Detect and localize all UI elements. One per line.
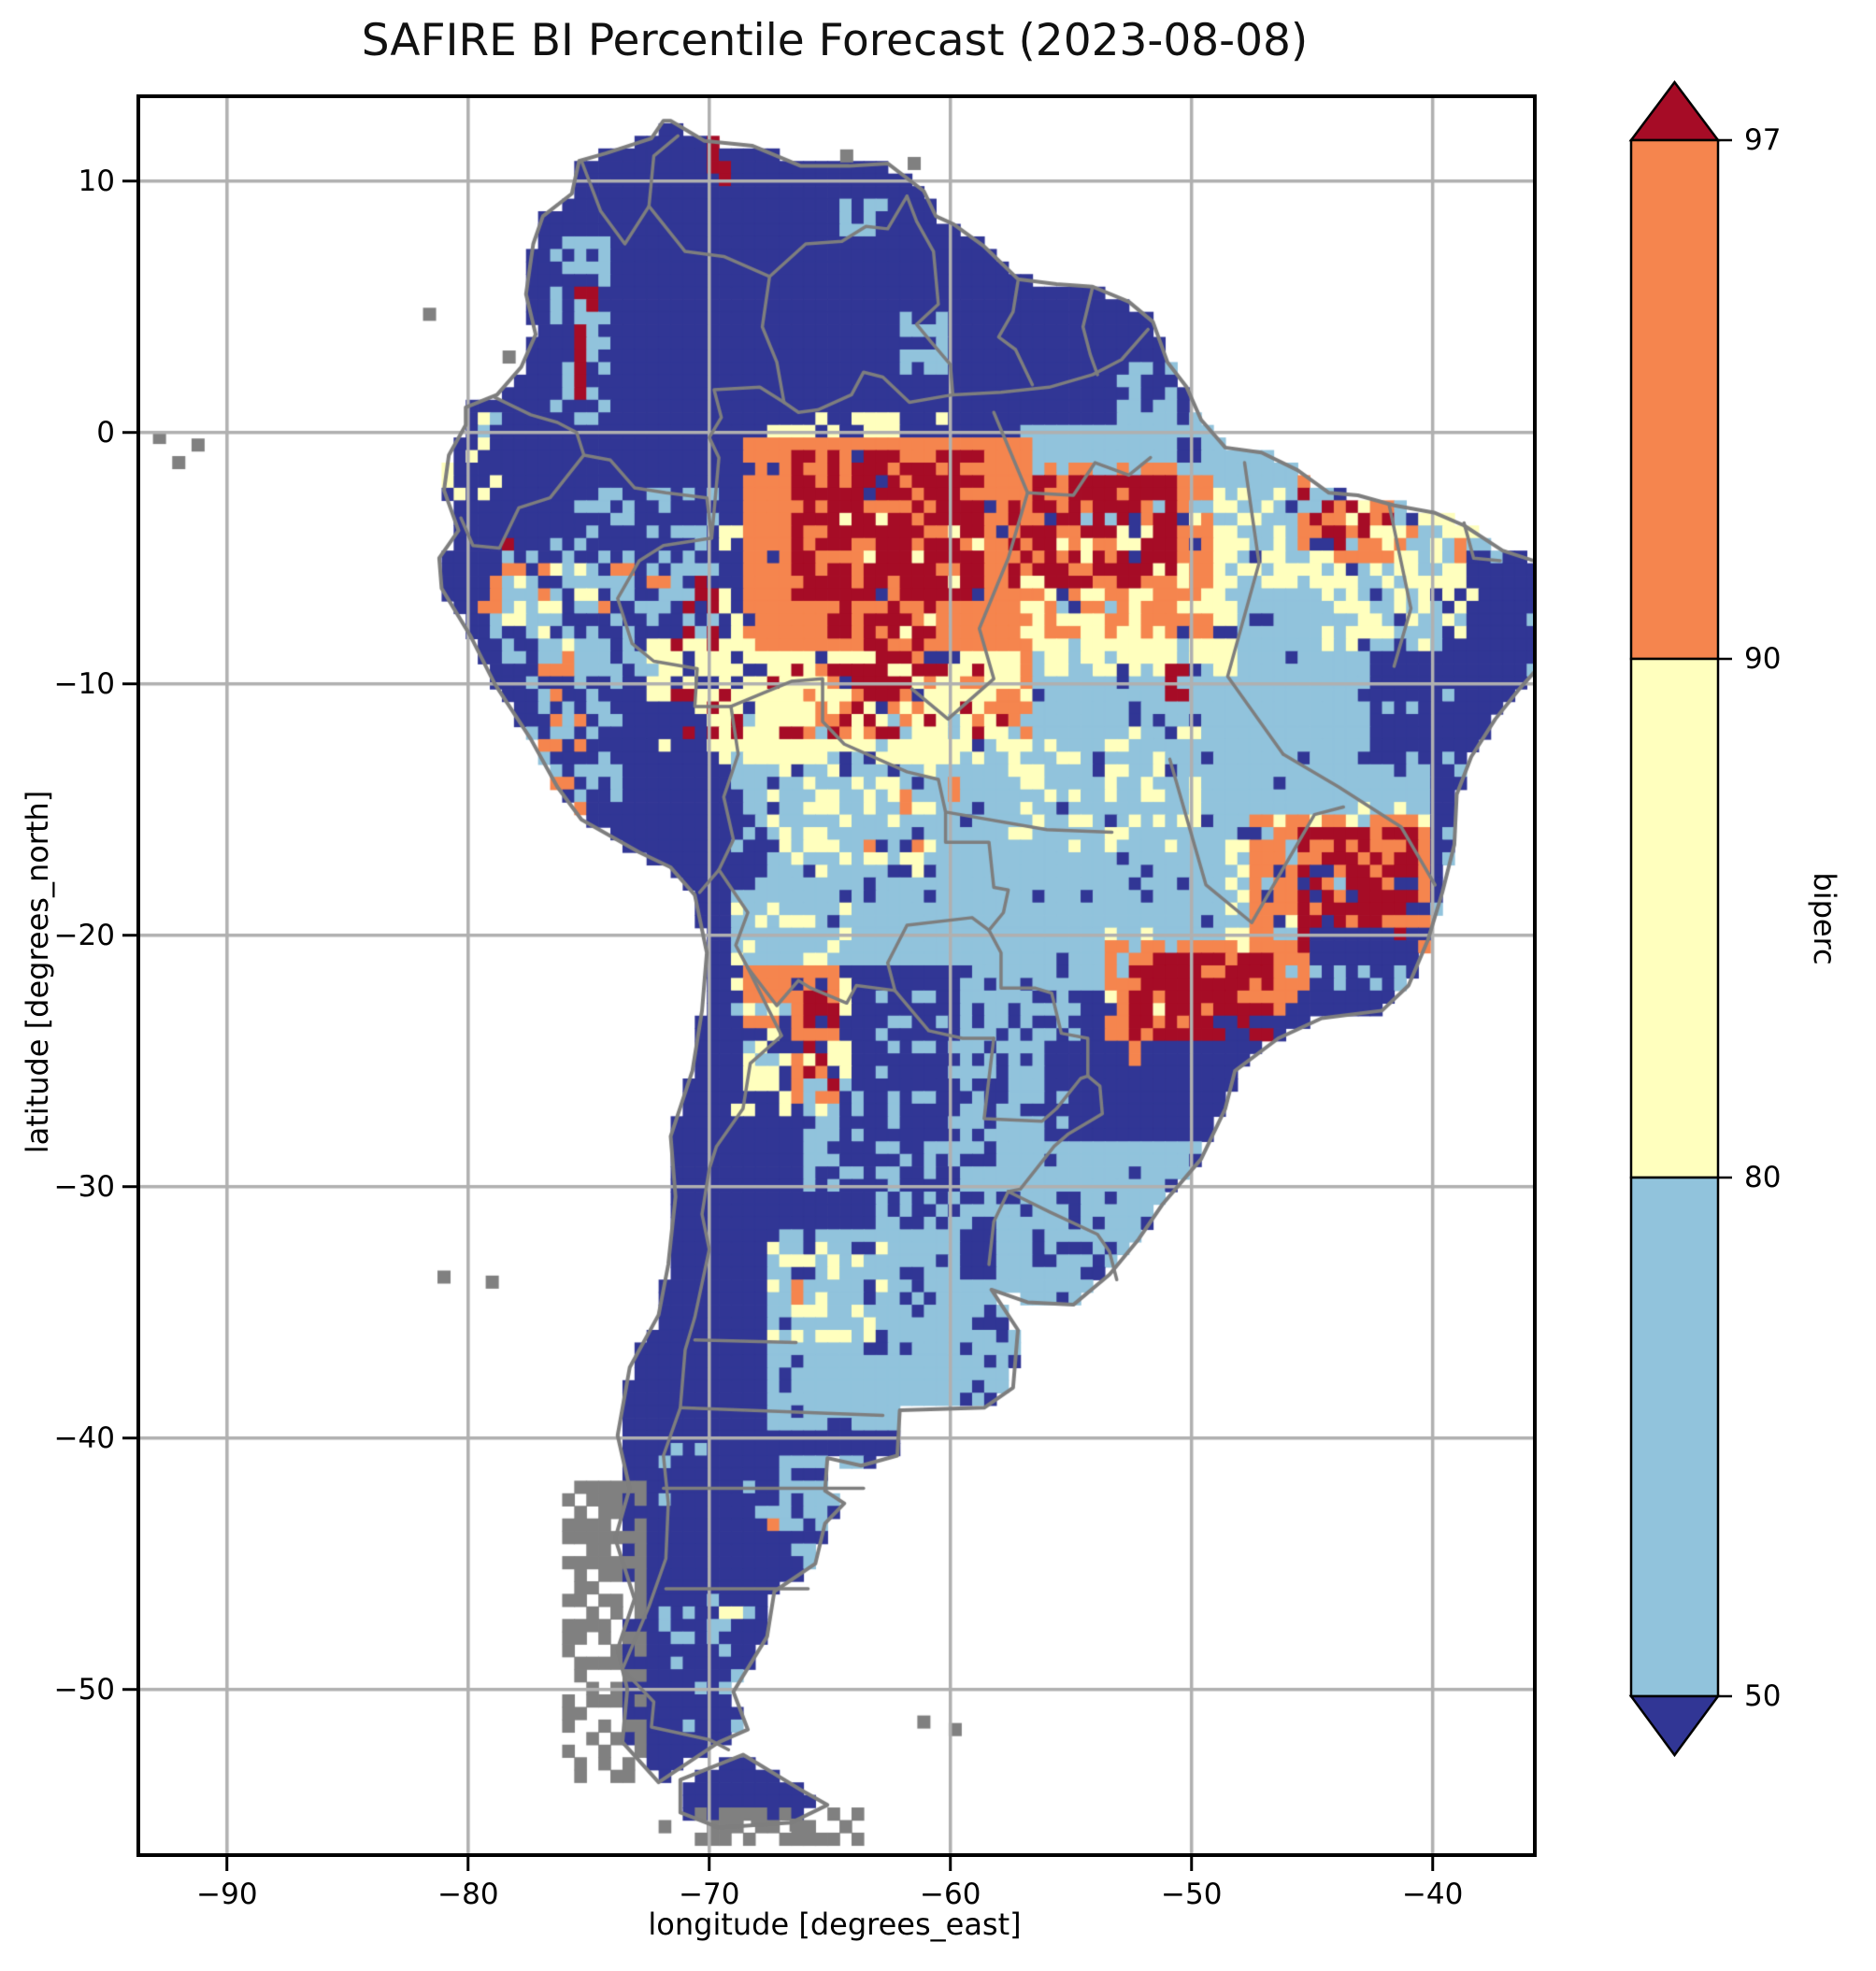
x-tick-mark <box>1430 1857 1435 1871</box>
colorbar-tick-label: 50 <box>1744 1679 1782 1713</box>
y-tick-label: −40 <box>53 1421 115 1455</box>
colorbar-segment-90-97 <box>1629 138 1720 661</box>
colorbar-segment-50-80 <box>1629 1176 1720 1698</box>
y-tick-label: 10 <box>78 164 115 198</box>
x-tick-label: −60 <box>920 1878 981 1911</box>
x-tick-mark <box>1189 1857 1194 1871</box>
colorbar-segment-under <box>1628 1694 1721 1758</box>
colorbar-segment-80-90 <box>1629 657 1720 1179</box>
x-tick-mark <box>466 1857 470 1871</box>
y-tick-mark <box>122 430 136 435</box>
x-tick-label: −40 <box>1401 1878 1464 1911</box>
map-raster-canvas <box>140 98 1533 1853</box>
x-tick-mark <box>708 1857 711 1871</box>
y-tick-label: −20 <box>53 918 115 952</box>
colorbar-svg <box>1628 79 1732 1758</box>
y-tick-label: −30 <box>53 1169 115 1204</box>
y-tick-mark <box>122 179 136 183</box>
y-tick-mark <box>122 1435 136 1440</box>
x-tick-mark <box>225 1857 229 1871</box>
x-tick-mark <box>949 1857 952 1871</box>
y-tick-label: 0 <box>96 415 115 450</box>
colorbar-label: biperc <box>1807 872 1842 965</box>
y-tick-mark <box>122 1687 136 1692</box>
colorbar-tick-label: 90 <box>1744 642 1782 676</box>
y-tick-mark <box>122 681 136 686</box>
y-tick-mark <box>122 1184 136 1189</box>
colorbar-segment-over <box>1628 79 1721 142</box>
plot-area <box>136 94 1537 1857</box>
y-tick-mark <box>122 933 136 937</box>
x-tick-label: −90 <box>196 1878 258 1911</box>
colorbar-tick-label: 80 <box>1744 1161 1782 1194</box>
y-tick-label: −50 <box>53 1672 115 1707</box>
y-axis-label: latitude [degrees_north] <box>20 790 55 1154</box>
x-tick-label: −70 <box>679 1878 740 1911</box>
x-axis-label: longitude [degrees_east] <box>648 1907 1022 1942</box>
x-tick-label: −80 <box>437 1878 499 1911</box>
chart-title: SAFIRE BI Percentile Forecast (2023-08-0… <box>361 15 1309 66</box>
x-tick-label: −50 <box>1161 1878 1223 1911</box>
y-tick-label: −10 <box>53 666 115 701</box>
colorbar-tick-label: 97 <box>1744 123 1782 157</box>
